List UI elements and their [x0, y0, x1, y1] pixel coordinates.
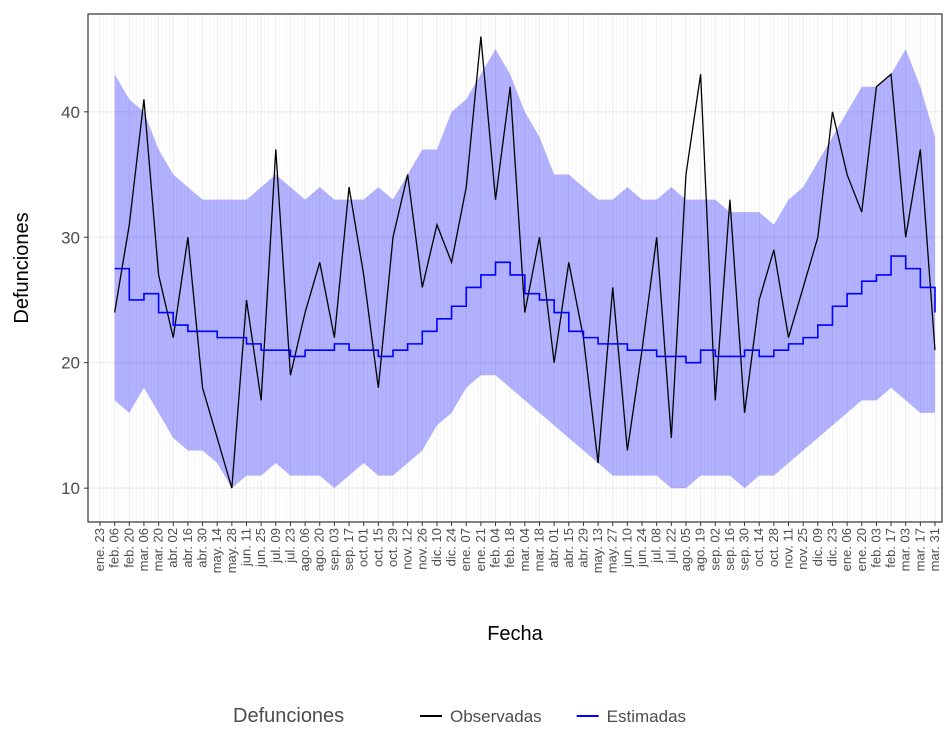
x-tick-label: mar. 06	[136, 528, 151, 571]
x-tick-label: mar. 31	[927, 528, 942, 571]
x-tick-label: abr. 02	[165, 528, 180, 568]
x-tick-label: jul. 23	[282, 528, 297, 564]
x-tick-label: mar. 20	[151, 528, 166, 571]
x-tick-label: feb. 17	[883, 528, 898, 568]
x-tick-label: ago. 05	[678, 528, 693, 571]
legend-label: Observadas	[450, 707, 542, 726]
x-tick-label: dic. 23	[824, 528, 839, 566]
x-tick-label: mar. 17	[912, 528, 927, 571]
x-tick-label: feb. 06	[107, 528, 122, 568]
x-tick-label: oct. 29	[385, 528, 400, 567]
x-tick-label: nov. 12	[400, 528, 415, 570]
x-tick-label: oct. 15	[370, 528, 385, 567]
series-line	[114, 36, 936, 489]
x-tick-label: ene. 07	[458, 528, 473, 571]
x-tick-label: may. 13	[590, 528, 605, 573]
x-tick-label: oct. 01	[356, 528, 371, 567]
x-tick-label: jun. 24	[634, 528, 649, 568]
x-tick-label: sep. 30	[737, 528, 752, 571]
x-tick-label: oct. 28	[766, 528, 781, 567]
x-tick-label: ago. 19	[693, 528, 708, 571]
x-tick-label: mar. 03	[898, 528, 913, 571]
y-tick-label: 40	[61, 103, 80, 122]
confidence-band	[114, 49, 936, 489]
x-tick-label: feb. 04	[488, 528, 503, 568]
x-tick-label: oct. 14	[751, 528, 766, 567]
x-tick-label: sep. 16	[722, 528, 737, 571]
x-tick-label: may. 28	[224, 528, 239, 573]
x-tick-label: ago. 06	[297, 528, 312, 571]
x-tick-label: jul. 22	[663, 528, 678, 564]
y-tick-label: 10	[61, 479, 80, 498]
x-tick-label: abr. 29	[575, 528, 590, 568]
x-tick-label: jun. 25	[253, 528, 268, 568]
x-tick-label: abr. 16	[180, 528, 195, 568]
x-tick-label: feb. 20	[121, 528, 136, 568]
x-tick-label: nov. 25	[795, 528, 810, 570]
x-tick-label: dic. 10	[429, 528, 444, 566]
legend-label: Estimadas	[607, 707, 686, 726]
x-tick-label: ene. 20	[854, 528, 869, 571]
x-axis-title: Fecha	[487, 623, 543, 645]
x-tick-label: jun. 10	[619, 528, 634, 568]
x-tick-label: nov. 26	[414, 528, 429, 570]
x-tick-label: mar. 04	[517, 528, 532, 571]
x-tick-label: may. 14	[209, 528, 224, 573]
panel-border	[87, 13, 943, 523]
y-tick-label: 20	[61, 354, 80, 373]
x-tick-label: feb. 18	[502, 528, 517, 568]
x-tick-label: jul. 08	[649, 528, 664, 564]
x-tick-label: mar. 18	[531, 528, 546, 571]
legend-title: Defunciones	[233, 705, 344, 727]
series-line	[114, 255, 936, 364]
x-tick-label: may. 27	[605, 528, 620, 573]
x-tick-label: sep. 03	[326, 528, 341, 571]
x-tick-label: abr. 30	[195, 528, 210, 568]
y-tick-label: 30	[61, 228, 80, 247]
x-tick-label: jun. 11	[238, 528, 253, 567]
x-tick-label: ene. 06	[839, 528, 854, 571]
x-tick-label: ene. 23	[92, 528, 107, 571]
x-tick-label: ene. 21	[473, 528, 488, 571]
x-tick-label: abr. 01	[546, 528, 561, 568]
x-tick-label: sep. 17	[341, 528, 356, 571]
x-tick-label: jul. 09	[268, 528, 283, 564]
x-tick-label: nov. 11	[781, 528, 796, 569]
y-axis-title: Defunciones	[11, 212, 33, 323]
x-tick-label: dic. 09	[810, 528, 825, 566]
x-tick-label: ago. 20	[312, 528, 327, 571]
x-tick-label: dic. 24	[444, 528, 459, 566]
x-tick-label: feb. 03	[868, 528, 883, 568]
x-tick-label: abr. 15	[561, 528, 576, 568]
x-tick-label: sep. 02	[707, 528, 722, 571]
